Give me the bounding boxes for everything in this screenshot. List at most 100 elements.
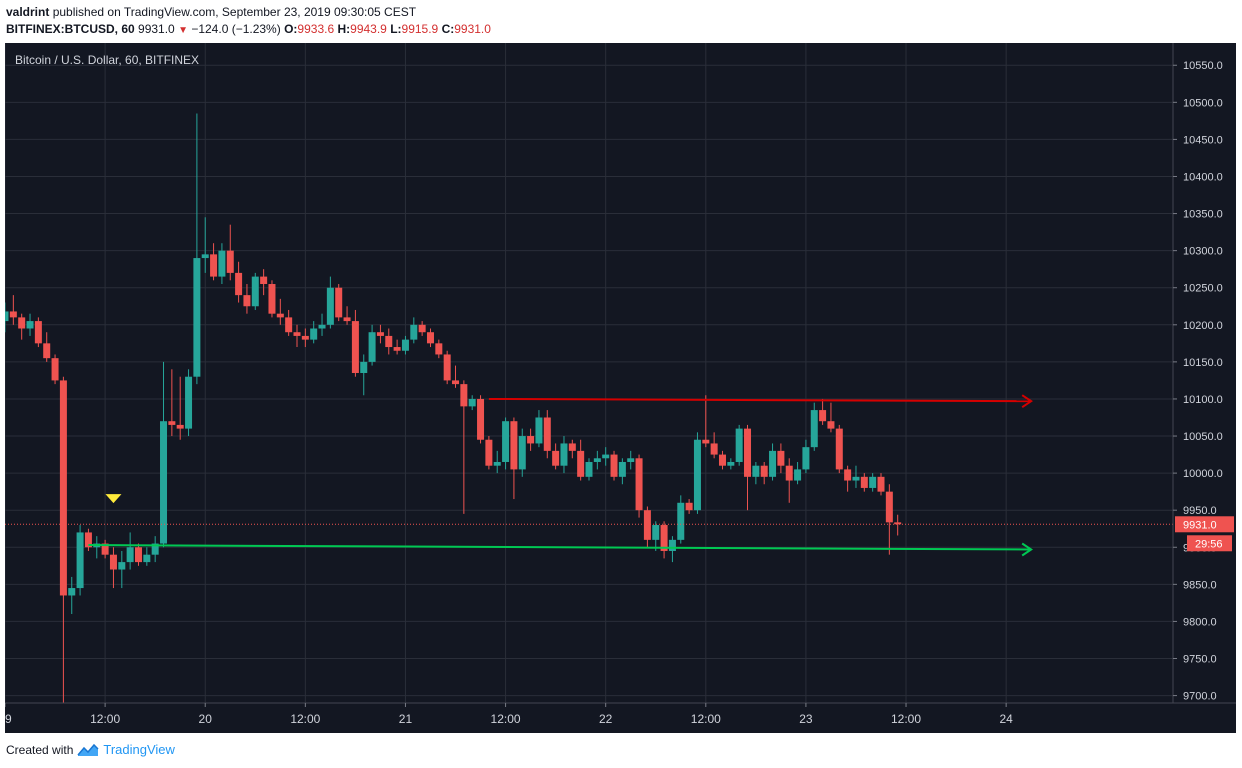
candle[interactable] bbox=[310, 321, 318, 344]
candle[interactable] bbox=[101, 539, 109, 559]
candle[interactable] bbox=[243, 284, 251, 314]
candle[interactable] bbox=[535, 410, 543, 448]
candle[interactable] bbox=[502, 417, 510, 470]
candle[interactable] bbox=[460, 380, 468, 514]
candle[interactable] bbox=[744, 424, 752, 511]
candle[interactable] bbox=[643, 506, 651, 548]
candle[interactable] bbox=[376, 324, 384, 344]
candle[interactable] bbox=[860, 473, 868, 492]
candle[interactable] bbox=[5, 302, 9, 333]
candle[interactable] bbox=[193, 113, 201, 385]
candle[interactable] bbox=[218, 243, 226, 285]
candle[interactable] bbox=[210, 243, 218, 281]
author-name[interactable]: valdrint bbox=[6, 5, 50, 19]
candle[interactable] bbox=[34, 317, 42, 348]
candle[interactable] bbox=[585, 458, 593, 481]
candle[interactable] bbox=[134, 543, 142, 566]
candle[interactable] bbox=[51, 354, 59, 385]
candle[interactable] bbox=[351, 309, 359, 377]
candle[interactable] bbox=[393, 339, 401, 355]
candle[interactable] bbox=[602, 447, 610, 466]
candle[interactable] bbox=[151, 536, 159, 563]
candle[interactable] bbox=[635, 454, 643, 518]
candle[interactable] bbox=[109, 547, 117, 589]
candle[interactable] bbox=[168, 369, 176, 437]
candle[interactable] bbox=[285, 309, 293, 336]
candle[interactable] bbox=[493, 450, 501, 474]
candles-layer[interactable] bbox=[5, 113, 902, 703]
candle[interactable] bbox=[477, 395, 485, 444]
annotations-layer[interactable] bbox=[5, 394, 1173, 557]
candle[interactable] bbox=[368, 324, 376, 366]
candle[interactable] bbox=[894, 514, 902, 536]
candle[interactable] bbox=[668, 536, 676, 563]
candle[interactable] bbox=[452, 365, 460, 388]
candle[interactable] bbox=[26, 313, 34, 336]
candle[interactable] bbox=[677, 495, 685, 544]
candle[interactable] bbox=[485, 436, 493, 470]
candle[interactable] bbox=[268, 280, 276, 318]
candle[interactable] bbox=[794, 461, 802, 485]
candle[interactable] bbox=[426, 328, 434, 348]
candle[interactable] bbox=[844, 465, 852, 492]
candle[interactable] bbox=[852, 465, 860, 488]
candle[interactable] bbox=[785, 458, 793, 503]
candle[interactable] bbox=[176, 376, 184, 440]
signal-marker-icon[interactable] bbox=[105, 494, 122, 504]
candle[interactable] bbox=[160, 361, 168, 548]
tradingview-brand[interactable]: TradingView bbox=[103, 742, 175, 757]
candle[interactable] bbox=[301, 328, 309, 348]
candle[interactable] bbox=[869, 473, 877, 492]
candle[interactable] bbox=[468, 395, 476, 411]
candle[interactable] bbox=[810, 402, 818, 451]
candle[interactable] bbox=[293, 324, 301, 348]
candle[interactable] bbox=[276, 298, 284, 325]
candle[interactable] bbox=[835, 424, 843, 474]
time-axis[interactable]: 19 12:00 20 12:00 21 12:00 22 12:00 23 12:00 24 bbox=[5, 702, 1236, 733]
candle[interactable] bbox=[735, 424, 743, 466]
candle[interactable] bbox=[443, 350, 451, 385]
candle[interactable] bbox=[84, 528, 92, 551]
candle[interactable] bbox=[885, 484, 893, 555]
candle[interactable] bbox=[577, 439, 585, 481]
candle[interactable] bbox=[360, 354, 368, 396]
candle[interactable] bbox=[343, 306, 351, 325]
candle[interactable] bbox=[552, 443, 560, 470]
candle[interactable] bbox=[260, 269, 268, 296]
candle[interactable] bbox=[335, 284, 343, 322]
candle[interactable] bbox=[326, 276, 334, 329]
candle[interactable] bbox=[593, 450, 601, 470]
candle[interactable] bbox=[226, 224, 234, 281]
candle[interactable] bbox=[76, 525, 84, 596]
candle[interactable] bbox=[143, 547, 151, 566]
resistance-line[interactable] bbox=[488, 394, 1033, 409]
candle[interactable] bbox=[318, 313, 326, 336]
candle[interactable] bbox=[9, 295, 17, 325]
candlestick-chart[interactable]: Bitcoin / U.S. Dollar, 60, BITFINEX 9700… bbox=[5, 43, 1236, 733]
candle[interactable] bbox=[777, 443, 785, 474]
candle[interactable] bbox=[235, 261, 243, 303]
candle[interactable] bbox=[693, 432, 701, 514]
candle[interactable] bbox=[410, 317, 418, 344]
candle[interactable] bbox=[727, 458, 735, 470]
candle[interactable] bbox=[385, 328, 393, 355]
candle[interactable] bbox=[660, 521, 668, 559]
candle[interactable] bbox=[59, 376, 67, 703]
candle[interactable] bbox=[877, 473, 885, 496]
candle[interactable] bbox=[627, 450, 635, 470]
candle[interactable] bbox=[652, 521, 660, 551]
candle[interactable] bbox=[527, 428, 535, 451]
candle[interactable] bbox=[718, 450, 726, 470]
candle[interactable] bbox=[401, 335, 409, 355]
candle[interactable] bbox=[68, 576, 76, 615]
candle[interactable] bbox=[518, 428, 526, 477]
candle[interactable] bbox=[18, 313, 26, 340]
candle[interactable] bbox=[185, 369, 193, 437]
candle[interactable] bbox=[251, 272, 259, 310]
candle[interactable] bbox=[201, 217, 209, 273]
support-line[interactable] bbox=[88, 542, 1033, 557]
candle[interactable] bbox=[760, 461, 768, 485]
candle[interactable] bbox=[435, 339, 443, 359]
candle[interactable] bbox=[827, 402, 835, 433]
candle[interactable] bbox=[710, 432, 718, 459]
